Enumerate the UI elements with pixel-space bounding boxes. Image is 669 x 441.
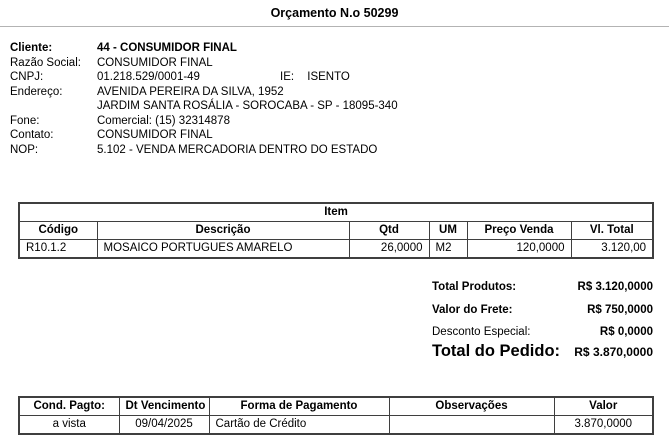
title-divider: [0, 26, 669, 27]
item-vl-total: 3.120,00: [570, 239, 654, 259]
item-codigo: R10.1.2: [18, 239, 98, 259]
cliente-label: Cliente:: [10, 42, 53, 54]
col-qtd: Qtd: [348, 221, 430, 240]
pay-observacoes: [388, 415, 555, 435]
item-um: M2: [428, 239, 468, 259]
fone-label: Fone:: [10, 114, 40, 127]
valor-frete-value: R$ 750,0000: [587, 304, 653, 316]
total-pedido-value: R$ 3.870,0000: [574, 345, 653, 359]
nop-value: 5.102 - VENDA MERCADORIA DENTRO DO ESTAD…: [97, 143, 378, 156]
endereco-line2: JARDIM SANTA ROSÁLIA - SOROCABA - SP - 1…: [97, 100, 398, 112]
item-section-header-row: Item: [18, 202, 654, 222]
pay-valor: 3.870,0000: [553, 415, 654, 435]
col-observacoes: Observações: [388, 396, 555, 416]
contato-value: CONSUMIDOR FINAL: [97, 129, 213, 141]
desconto-especial-label: Desconto Especial:: [432, 326, 531, 338]
col-um: UM: [428, 221, 468, 240]
payment-row: a vista 09/04/2025 Cartão de Crédito 3.8…: [18, 415, 654, 435]
contato-label: Contato:: [10, 129, 54, 141]
nop-label: NOP:: [10, 143, 39, 156]
col-valor: Valor: [553, 396, 654, 416]
total-pedido-row: Total do Pedido: R$ 3.870,0000: [432, 342, 653, 361]
cnpj-row: 01.218.529/0001-49 IE: ISENTO: [97, 70, 650, 85]
razao-social-label: Razão Social:: [10, 56, 81, 69]
col-dt-vencimento: Dt Vencimento: [118, 396, 210, 416]
desconto-especial-row: Desconto Especial: R$ 0,0000: [432, 326, 653, 338]
fone-value: Comercial: (15) 32314878: [97, 114, 230, 127]
col-codigo: Código: [18, 221, 98, 240]
payment-header-row: Cond. Pagto: Dt Vencimento Forma de Paga…: [18, 396, 654, 416]
item-row: R10.1.2 MOSAICO PORTUGUES AMARELO 26,000…: [18, 239, 654, 259]
cliente-value: 44 - CONSUMIDOR FINAL: [97, 42, 237, 54]
total-produtos-value: R$ 3.120,0000: [577, 281, 653, 293]
item-section-header: Item: [18, 202, 654, 222]
cnpj-value: 01.218.529/0001-49: [97, 71, 200, 83]
item-qtd: 26,0000: [348, 239, 430, 259]
col-forma-pagamento: Forma de Pagamento: [208, 396, 390, 416]
pay-cond-pagto: a vista: [18, 415, 120, 435]
ie-value: ISENTO: [307, 71, 350, 83]
item-preco-venda: 120,0000: [466, 239, 572, 259]
total-produtos-row: Total Produtos: R$ 3.120,0000: [432, 281, 653, 293]
item-table: Item Código Descrição Qtd UM Preço Venda…: [18, 202, 655, 259]
cnpj-label: CNPJ:: [10, 71, 44, 83]
razao-social-value: CONSUMIDOR FINAL: [97, 56, 213, 69]
item-header-row: Código Descrição Qtd UM Preço Venda Vl. …: [18, 221, 654, 240]
total-pedido-label: Total do Pedido:: [432, 342, 561, 360]
valor-frete-row: Valor do Frete: R$ 750,0000: [432, 304, 653, 316]
client-info-block: Cliente: 44 - CONSUMIDOR FINAL Razão Soc…: [10, 41, 650, 157]
col-preco-venda: Preço Venda: [466, 221, 572, 240]
pay-dt-vencimento: 09/04/2025: [118, 415, 210, 435]
pay-forma-pagamento: Cartão de Crédito: [208, 415, 390, 435]
payment-table: Cond. Pagto: Dt Vencimento Forma de Paga…: [18, 396, 654, 435]
endereco-label: Endereço:: [10, 85, 63, 98]
valor-frete-label: Valor do Frete:: [432, 304, 513, 316]
col-vl-total: Vl. Total: [570, 221, 654, 240]
item-descricao: MOSAICO PORTUGUES AMARELO: [96, 239, 350, 259]
desconto-especial-value: R$ 0,0000: [599, 326, 653, 338]
total-produtos-label: Total Produtos:: [432, 281, 517, 293]
ie-label: IE:: [280, 71, 295, 83]
endereco-label-spacer: [10, 99, 97, 114]
col-descricao: Descrição: [96, 221, 350, 240]
col-cond-pagto: Cond. Pagto:: [18, 396, 120, 416]
page-title: Orçamento N.o 50299: [270, 6, 399, 20]
ie-group: IE: ISENTO: [280, 70, 350, 85]
endereco-line1: AVENIDA PEREIRA DA SILVA, 1952: [97, 85, 284, 98]
